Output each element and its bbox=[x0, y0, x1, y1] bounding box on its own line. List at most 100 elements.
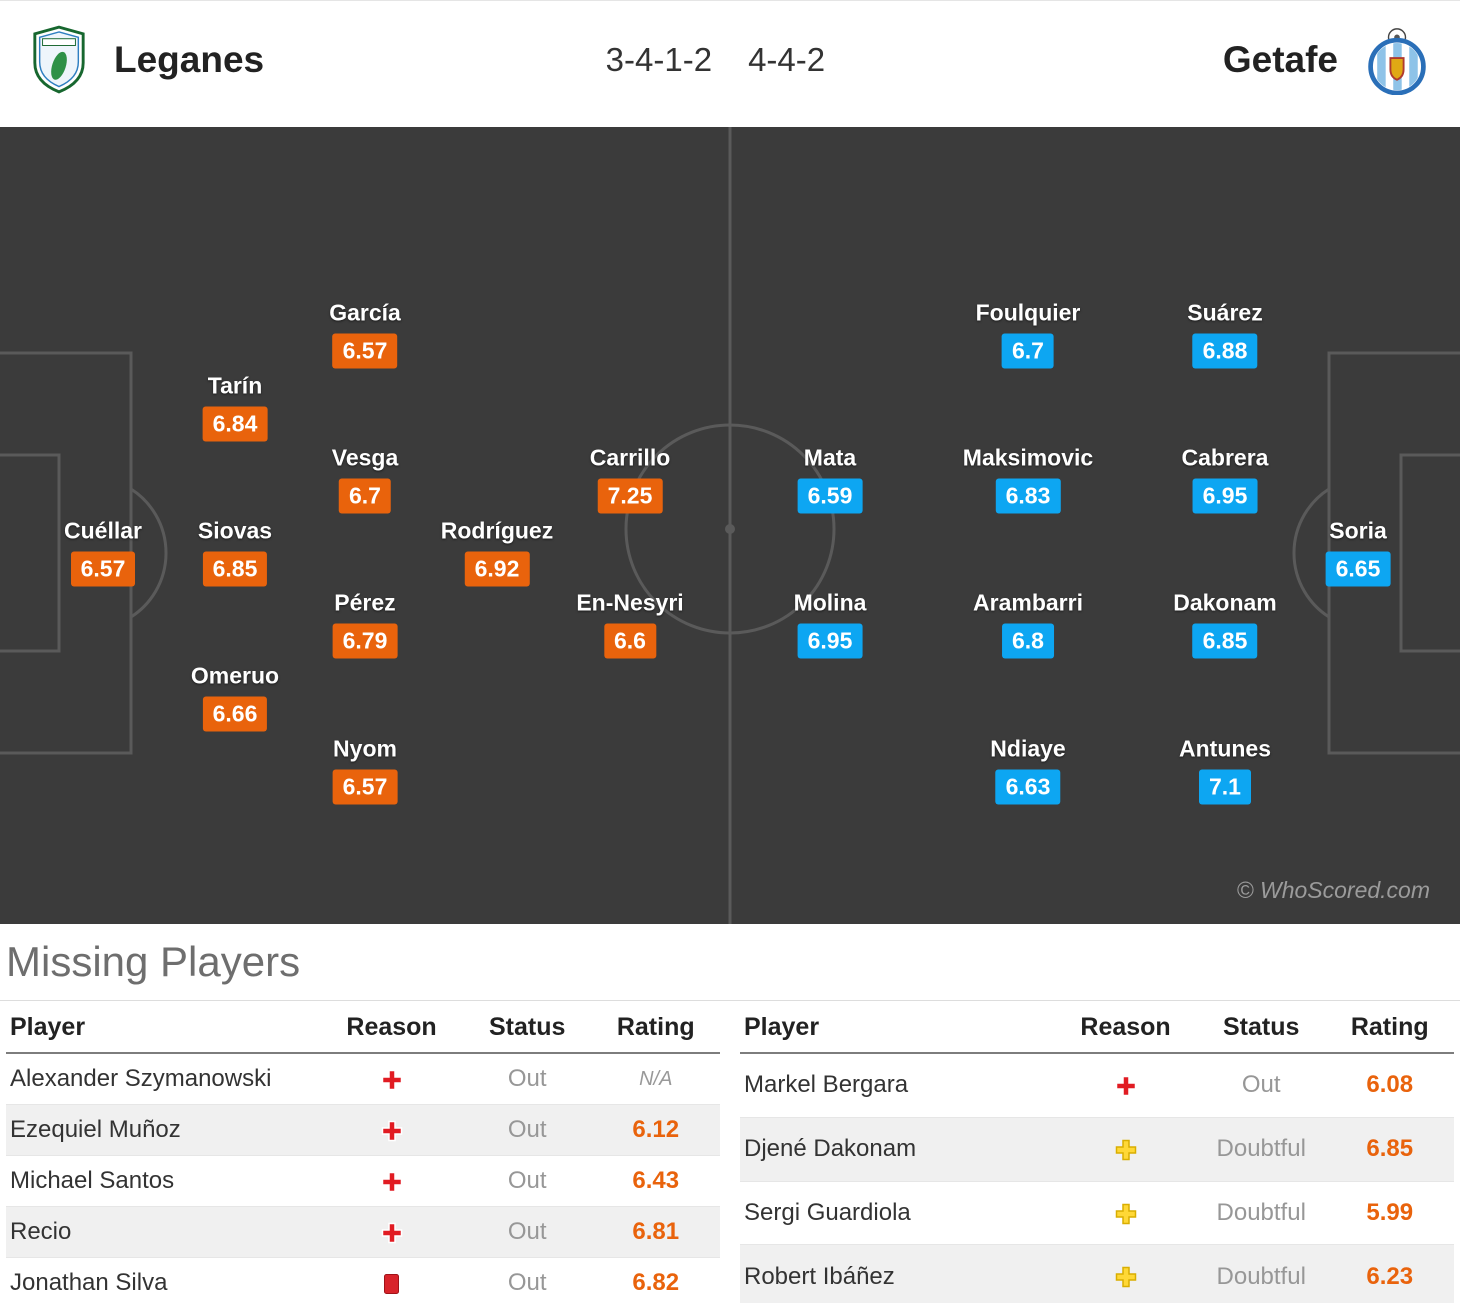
player-name: Nyom bbox=[333, 735, 397, 762]
player-away[interactable]: Arambarri 6.8 bbox=[973, 590, 1083, 659]
missing-player-row: Ezequiel Muñoz Out 6.12 bbox=[6, 1104, 720, 1156]
player-away[interactable]: Antunes 7.1 bbox=[1179, 736, 1271, 805]
missing-player-name: Robert Ibáñez bbox=[740, 1244, 1055, 1303]
player-away[interactable]: Mata 6.59 bbox=[797, 445, 863, 514]
player-rating-badge: 6.83 bbox=[995, 478, 1061, 514]
player-away[interactable]: Cabrera 6.95 bbox=[1181, 444, 1269, 514]
col-header-reason: Reason bbox=[320, 1001, 463, 1054]
player-name: Ndiaye bbox=[990, 735, 1066, 762]
player-away[interactable]: Foulquier 6.7 bbox=[975, 299, 1081, 369]
player-name: García bbox=[329, 299, 401, 326]
player-rating-badge: 6.92 bbox=[464, 551, 530, 587]
player-name: Suárez bbox=[1187, 299, 1263, 326]
player-home[interactable]: En-Nesyri 6.6 bbox=[576, 589, 684, 659]
table-header-row-home: Player Reason Status Rating bbox=[6, 1001, 720, 1054]
player-rating-badge: 6.65 bbox=[1325, 551, 1391, 587]
missing-player-name: Sergi Guardiola bbox=[740, 1180, 1055, 1245]
missing-player-reason bbox=[1054, 1053, 1197, 1117]
injury-cross-icon bbox=[381, 1171, 403, 1193]
home-team: Leganes bbox=[30, 25, 264, 95]
missing-player-rating: 6.23 bbox=[1325, 1244, 1454, 1303]
missing-player-status: Doubtful bbox=[1196, 1180, 1326, 1245]
player-home[interactable]: Rodríguez 6.92 bbox=[441, 518, 553, 587]
doubt-cross-icon bbox=[1115, 1139, 1137, 1161]
player-rating-badge: 6.57 bbox=[332, 769, 398, 805]
missing-player-reason bbox=[320, 1053, 463, 1105]
player-name: Cuéllar bbox=[64, 517, 142, 544]
player-rating-badge: 6.84 bbox=[202, 406, 268, 442]
getafe-badge-icon bbox=[1364, 25, 1430, 95]
missing-player-status: Out bbox=[462, 1206, 592, 1258]
player-name: Dakonam bbox=[1173, 589, 1277, 616]
missing-player-row: Robert Ibáñez Doubtful 6.23 bbox=[740, 1244, 1454, 1303]
player-home[interactable]: Vesga 6.7 bbox=[332, 445, 398, 514]
injury-cross-icon bbox=[381, 1120, 403, 1142]
player-rating-badge: 6.88 bbox=[1192, 333, 1258, 369]
missing-player-rating: 6.85 bbox=[1325, 1116, 1454, 1182]
col-header-rating: Rating bbox=[1325, 1001, 1454, 1054]
missing-player-name: Ezequiel Muñoz bbox=[6, 1104, 321, 1156]
missing-home-tbody: Alexander Szymanowski Out N/A Ezequiel Muño… bbox=[6, 1053, 720, 1303]
player-home[interactable]: Tarín 6.84 bbox=[202, 373, 268, 442]
missing-player-reason bbox=[320, 1155, 463, 1207]
pitch: © WhoScored.com Cuéllar 6.57 Tarín 6.84 Siov… bbox=[0, 127, 1460, 924]
missing-player-reason bbox=[320, 1104, 463, 1156]
formations: 3-4-1-2 4-4-2 bbox=[606, 41, 825, 79]
player-rating-badge: 6.7 bbox=[339, 478, 391, 514]
player-away[interactable]: Ndiaye 6.63 bbox=[990, 735, 1066, 805]
player-home[interactable]: Cuéllar 6.57 bbox=[64, 518, 142, 587]
home-formation: 3-4-1-2 bbox=[605, 40, 713, 78]
player-away[interactable]: Dakonam 6.85 bbox=[1173, 590, 1277, 659]
missing-player-name: Alexander Szymanowski bbox=[10, 1065, 272, 1092]
col-header-rating: Rating bbox=[591, 1001, 720, 1054]
missing-player-rating: 6.82 bbox=[591, 1257, 720, 1303]
player-home[interactable]: Omeruo 6.66 bbox=[191, 663, 279, 732]
doubt-cross-icon bbox=[1115, 1203, 1137, 1225]
player-away[interactable]: Maksimovic 6.83 bbox=[963, 445, 1093, 514]
player-rating-badge: 6.85 bbox=[202, 551, 268, 587]
missing-player-row: Djené Dakonam Doubtful 6.85 bbox=[740, 1116, 1454, 1182]
player-home[interactable]: Carrillo 7.25 bbox=[589, 444, 671, 514]
player-name: Pérez bbox=[334, 589, 396, 616]
missing-players-table-away: Player Reason Status Rating Markel Berga… bbox=[740, 1001, 1454, 1303]
table-header-row-away: Player Reason Status Rating bbox=[740, 1001, 1454, 1054]
away-team-name: Getafe bbox=[1222, 38, 1338, 80]
player-away[interactable]: Molina 6.95 bbox=[794, 590, 866, 659]
player-home[interactable]: Siovas 6.85 bbox=[198, 518, 272, 587]
missing-player-rating: 5.99 bbox=[1325, 1180, 1454, 1245]
player-name: Carrillo bbox=[589, 444, 671, 471]
player-home[interactable]: Pérez 6.79 bbox=[332, 589, 398, 659]
player-home[interactable]: Nyom 6.57 bbox=[332, 735, 398, 805]
player-name: En-Nesyri bbox=[576, 589, 684, 616]
home-team-name: Leganes bbox=[114, 38, 265, 80]
missing-player-row: Sergi Guardiola Doubtful 5.99 bbox=[740, 1180, 1454, 1245]
player-home[interactable]: García 6.57 bbox=[329, 300, 401, 369]
missing-player-name: Djené Dakonam bbox=[740, 1116, 1055, 1182]
missing-player-status: Out bbox=[462, 1104, 592, 1156]
player-rating-badge: 6.57 bbox=[70, 551, 136, 587]
missing-player-status: Out bbox=[507, 1065, 547, 1092]
player-away[interactable]: Soria 6.65 bbox=[1325, 517, 1391, 587]
missing-player-name: Markel Bergara bbox=[744, 1071, 909, 1099]
player-rating-badge: 7.25 bbox=[597, 478, 663, 514]
player-rating-badge: 6.7 bbox=[1002, 333, 1054, 369]
missing-player-rating: 6.12 bbox=[591, 1104, 720, 1156]
player-name: Siovas bbox=[197, 517, 273, 544]
missing-player-status: Doubtful bbox=[1196, 1244, 1326, 1303]
missing-players-title: Missing Players bbox=[0, 932, 1460, 1001]
player-rating-badge: 6.95 bbox=[1192, 478, 1258, 514]
missing-players-section: Missing Players Player Reason Status Rat… bbox=[0, 924, 1460, 1303]
player-name: Rodríguez bbox=[440, 517, 554, 544]
injury-cross-icon bbox=[381, 1069, 403, 1091]
player-name: Cabrera bbox=[1181, 444, 1269, 471]
missing-players-table-home: Player Reason Status Rating Alexander Sz… bbox=[6, 1001, 720, 1303]
red-card-icon bbox=[383, 1273, 400, 1295]
player-rating-badge: 6.95 bbox=[797, 623, 863, 659]
player-name: Foulquier bbox=[975, 299, 1081, 326]
missing-players-tables: Player Reason Status Rating Alexander Sz… bbox=[0, 1001, 1460, 1303]
missing-player-row: Recio Out 6.81 bbox=[6, 1206, 720, 1258]
player-away[interactable]: Suárez 6.88 bbox=[1187, 299, 1263, 369]
missing-player-row: Markel Bergara Out 6.08 bbox=[740, 1053, 1454, 1117]
player-name: Soria bbox=[1329, 517, 1387, 544]
missing-away-tbody: Markel Bergara Out 6.08 Djené Dakonam Doubtf… bbox=[740, 1053, 1454, 1303]
